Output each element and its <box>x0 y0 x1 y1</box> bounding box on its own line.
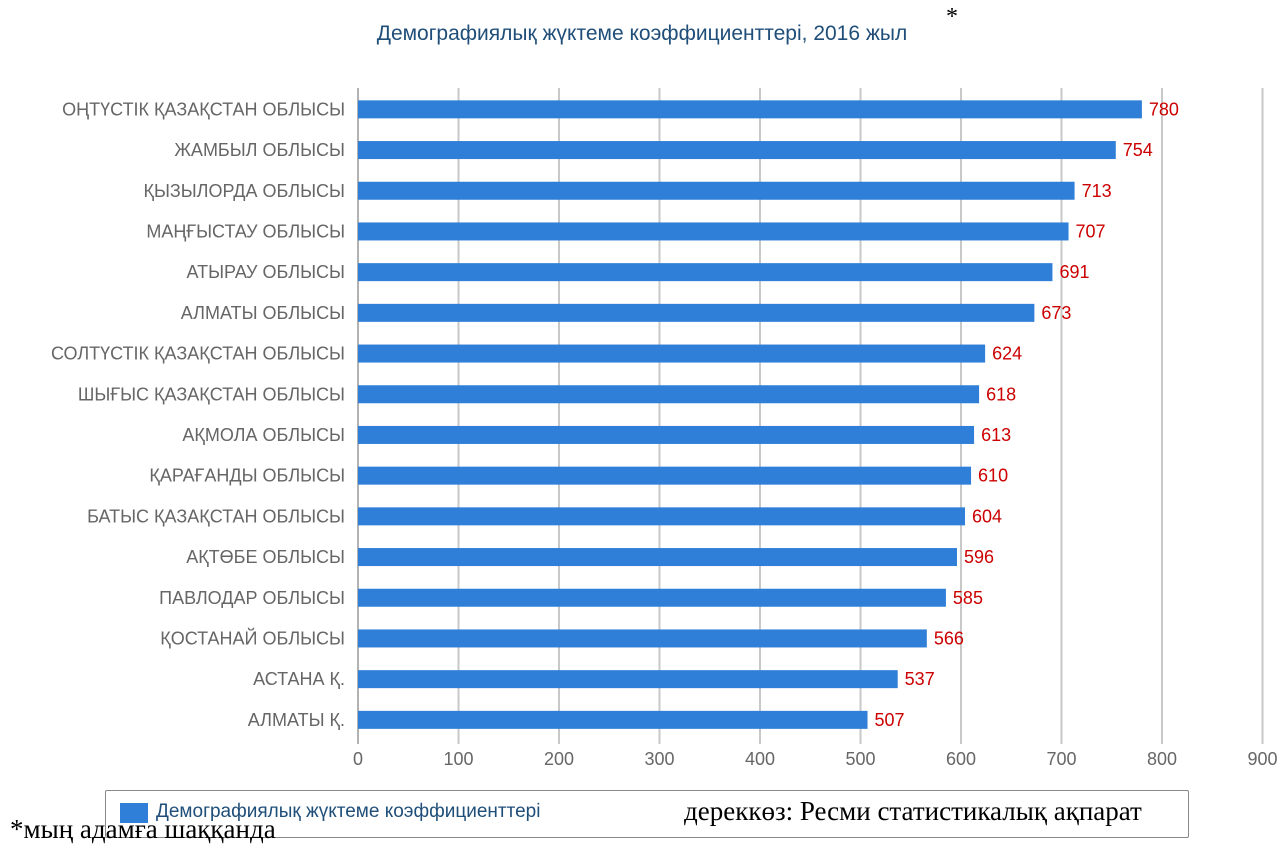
legend-swatch[interactable] <box>120 803 148 823</box>
x-tick-label: 700 <box>1046 749 1076 769</box>
category-label: ПАВЛОДАР ОБЛЫСЫ <box>159 588 345 608</box>
category-label: АЛМАТЫ Қ. <box>248 710 345 730</box>
x-tick-label: 0 <box>353 749 363 769</box>
source-note: дереккөз: Ресми статистикалық ақпарат <box>684 796 1142 827</box>
value-label: 691 <box>1059 262 1089 282</box>
bar-chart: ОҢТҮСТІК ҚАЗАҚСТАН ОБЛЫСЫ ЖАМБЫЛ ОБЛЫСЫ ҚЫ… <box>51 88 1278 769</box>
x-tick-label: 600 <box>946 749 976 769</box>
value-label: 713 <box>1082 181 1112 201</box>
value-labels: 780 754 713 707 691 673 624 618 613 610 604 596 585 5… <box>875 99 1179 730</box>
chart-title: Демографиялық жүктеме коэффициенттері, 2… <box>376 22 908 45</box>
bar[interactable] <box>358 263 1053 282</box>
bar[interactable] <box>358 425 975 444</box>
bar[interactable] <box>358 670 898 689</box>
bar[interactable] <box>358 548 957 567</box>
bar[interactable] <box>358 100 1142 119</box>
value-label: 610 <box>978 466 1008 486</box>
value-label: 596 <box>964 547 994 567</box>
value-label: 707 <box>1076 221 1106 241</box>
bar[interactable] <box>358 141 1116 160</box>
category-label: ҚЫЗЫЛОРДА ОБЛЫСЫ <box>143 181 345 201</box>
category-label: МАҢҒЫСТАУ ОБЛЫСЫ <box>146 221 345 241</box>
value-label: 537 <box>905 669 935 689</box>
footnote: *мың адамға шаққанда <box>10 814 276 844</box>
x-axis-ticks: 0 100 200 300 400 500 600 700 800 900 <box>353 749 1278 769</box>
category-label: АЛМАТЫ ОБЛЫСЫ <box>181 303 345 323</box>
value-label: 585 <box>953 588 983 608</box>
bar[interactable] <box>358 385 980 404</box>
bar[interactable] <box>358 507 966 526</box>
x-tick-label: 800 <box>1147 749 1177 769</box>
x-tick-label: 100 <box>443 749 473 769</box>
category-label: ҚАРАҒАНДЫ ОБЛЫСЫ <box>149 466 345 486</box>
bar[interactable] <box>358 344 986 363</box>
bars <box>358 100 1142 729</box>
x-tick-label: 200 <box>544 749 574 769</box>
title-footnote-marker: * <box>946 4 958 30</box>
category-label: ОҢТҮСТІК ҚАЗАҚСТАН ОБЛЫСЫ <box>62 99 345 119</box>
category-label: АСТАНА Қ. <box>253 669 345 689</box>
bar[interactable] <box>358 710 868 729</box>
x-tick-label: 900 <box>1247 749 1277 769</box>
x-tick-label: 400 <box>745 749 775 769</box>
bar[interactable] <box>358 222 1069 241</box>
bar[interactable] <box>358 629 927 648</box>
bar[interactable] <box>358 466 972 485</box>
value-label: 613 <box>981 425 1011 445</box>
category-label: АТЫРАУ ОБЛЫСЫ <box>187 262 345 282</box>
category-labels: ОҢТҮСТІК ҚАЗАҚСТАН ОБЛЫСЫ ЖАМБЫЛ ОБЛЫСЫ ҚЫ… <box>51 99 345 730</box>
x-tick-label: 300 <box>644 749 674 769</box>
category-label: ШЫҒЫС ҚАЗАҚСТАН ОБЛЫСЫ <box>78 384 345 404</box>
value-label: 507 <box>875 710 905 730</box>
category-label: АҚМОЛА ОБЛЫСЫ <box>182 425 345 445</box>
bar[interactable] <box>358 181 1075 200</box>
category-label: ЖАМБЫЛ ОБЛЫСЫ <box>174 140 345 160</box>
legend-label[interactable]: Демографиялық жүктеме коэффициенттері <box>156 801 541 822</box>
value-label: 780 <box>1149 99 1179 119</box>
category-label: БАТЫС ҚАЗАҚСТАН ОБЛЫСЫ <box>87 506 345 526</box>
value-label: 604 <box>972 506 1002 526</box>
value-label: 624 <box>992 344 1022 364</box>
category-label: СОЛТҮСТІК ҚАЗАҚСТАН ОБЛЫСЫ <box>51 344 345 364</box>
category-label: ҚОСТАНАЙ ОБЛЫСЫ <box>160 627 345 648</box>
value-label: 754 <box>1123 140 1153 160</box>
value-label: 566 <box>934 628 964 648</box>
bar[interactable] <box>358 588 946 607</box>
bar[interactable] <box>358 303 1035 322</box>
value-label: 673 <box>1041 303 1071 323</box>
value-label: 618 <box>986 384 1016 404</box>
category-label: АҚТӨБЕ ОБЛЫСЫ <box>186 547 345 567</box>
x-tick-label: 500 <box>845 749 875 769</box>
